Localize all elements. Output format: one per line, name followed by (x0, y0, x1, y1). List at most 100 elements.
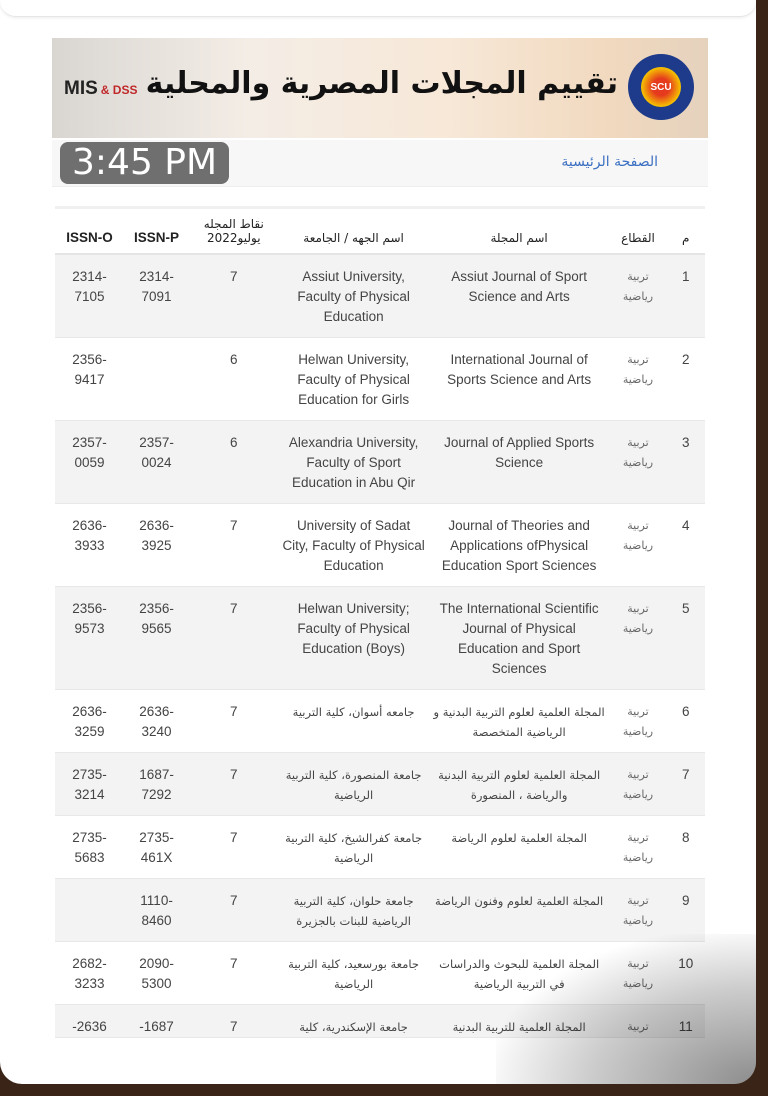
issn-p-cell: 2356-9565 (124, 586, 190, 690)
points-cell: 6 (189, 337, 279, 421)
row-number: 4 (666, 503, 705, 587)
university-cell: جامعة المنصورة، كلية التربية الرياضية (278, 752, 429, 816)
points-cell: 7 (189, 689, 279, 753)
sector-cell: تربية رياضية (609, 420, 667, 504)
col-sector: القطاع (609, 209, 667, 255)
row-number: 1 (666, 254, 705, 338)
issn-p-cell: 2314-7091 (124, 254, 190, 338)
issn-o-cell (55, 878, 125, 942)
university-cell: جامعة بورسعيد، كلية التربية الرياضية (278, 941, 429, 1005)
table-row: 9 تربية رياضية المجلة العلمية لعلوم وفنون … (55, 878, 705, 942)
issn-o-cell: 2314-7105 (55, 254, 125, 338)
university-cell: جامعة الإسكندرية، كلية (278, 1004, 429, 1038)
issn-p-cell: 2735-461X (124, 815, 190, 879)
points-cell: 6 (189, 420, 279, 504)
col-journal-name: اسم المجلة (428, 209, 610, 255)
issn-o-cell: 2735-3214 (55, 752, 125, 816)
university-cell: جامعة كفرالشيخ، كلية التربية الرياضية (278, 815, 429, 879)
table-row: 2 تربية رياضية International Journal of Sp… (55, 337, 705, 421)
sector-cell: تربية (609, 1004, 667, 1038)
issn-p-cell: 2636-3925 (124, 503, 190, 587)
university-cell: University of Sadat City, Faculty of Phy… (278, 503, 429, 587)
sector-cell: تربية رياضية (609, 586, 667, 690)
journal-name-cell: المجلة العلمية لعلوم الرياضة (428, 815, 610, 879)
issn-p-cell: 2357-0024 (124, 420, 190, 504)
site-title: تقييم المجلات المصرية والمحلية (145, 66, 619, 101)
points-cell: 7 (189, 752, 279, 816)
table-row: 6 تربية رياضية المجلة العلمية لعلوم التربي… (55, 689, 705, 753)
table-row: 7 تربية رياضية المجلة العلمية لعلوم التربي… (55, 752, 705, 816)
row-number: 10 (666, 941, 705, 1005)
sector-cell: تربية رياضية (609, 254, 667, 338)
col-number: م (666, 209, 705, 255)
table-row: 3 تربية رياضية Journal of Applied Sports S… (55, 420, 705, 504)
points-cell: 7 (189, 1004, 279, 1038)
row-number: 8 (666, 815, 705, 879)
university-cell: Helwan University, Faculty of Physical E… (278, 337, 429, 421)
site-banner: MIS & DSS تقييم المجلات المصرية والمحلية … (52, 38, 708, 138)
issn-o-cell: 2636-3259 (55, 689, 125, 753)
points-cell: 7 (189, 941, 279, 1005)
university-cell: Alexandria University, Faculty of Sport … (278, 420, 429, 504)
table-row: 5 تربية رياضية The International Scientifi… (55, 586, 705, 690)
points-cell: 7 (189, 586, 279, 690)
timestamp-overlay: 3:45 PM (60, 142, 230, 184)
journals-table: م القطاع اسم المجلة اسم الجهه / الجامعة … (55, 209, 705, 1038)
table-header-row: م القطاع اسم المجلة اسم الجهه / الجامعة … (55, 209, 705, 255)
col-issn-o: ISSN-O (55, 209, 125, 255)
row-number: 9 (666, 878, 705, 942)
issn-p-cell: 1687- (124, 1004, 190, 1038)
row-number: 3 (666, 420, 705, 504)
journal-name-cell: Journal of Applied Sports Science (428, 420, 610, 504)
issn-p-cell (124, 337, 190, 421)
issn-o-cell: 2682-3233 (55, 941, 125, 1005)
table-row: 8 تربية رياضية المجلة العلمية لعلوم الرياض… (55, 815, 705, 879)
mis-logo: MIS & DSS (64, 78, 138, 99)
university-cell: Assiut University, Faculty of Physical E… (278, 254, 429, 338)
previous-card-edge (0, 0, 756, 17)
col-issn-p: ISSN-P (124, 209, 190, 255)
university-cell: Helwan University; Faculty of Physical E… (278, 586, 429, 690)
table-row: 10 تربية رياضية المجلة العلمية للبحوث والد… (55, 941, 705, 1005)
row-number: 7 (666, 752, 705, 816)
journals-table-container: م القطاع اسم المجلة اسم الجهه / الجامعة … (55, 206, 705, 1038)
sector-cell: تربية رياضية (609, 941, 667, 1005)
breadcrumb-home-link[interactable]: الصفحة الرئيسية (561, 154, 658, 170)
points-cell: 7 (189, 815, 279, 879)
journal-name-cell: المجلة العلمية للتربية البدنية (428, 1004, 610, 1038)
row-number: 6 (666, 689, 705, 753)
journal-name-cell: Assiut Journal of Sport Science and Arts (428, 254, 610, 338)
issn-o-cell: 2636-3933 (55, 503, 125, 587)
table-row: 4 تربية رياضية Journal of Theories and App… (55, 503, 705, 587)
university-cell: جامعه أسوان، كلية التربية (278, 689, 429, 753)
issn-o-cell: 2357-0059 (55, 420, 125, 504)
table-row: 1 تربية رياضية Assiut Journal of Sport Sci… (55, 254, 705, 338)
sector-cell: تربية رياضية (609, 878, 667, 942)
issn-o-cell: 2356-9573 (55, 586, 125, 690)
points-cell: 7 (189, 503, 279, 587)
issn-o-cell: 2735-5683 (55, 815, 125, 879)
col-university: اسم الجهه / الجامعة (278, 209, 429, 255)
journal-name-cell: المجلة العلمية لعلوم وفنون الرياضة (428, 878, 610, 942)
row-number: 5 (666, 586, 705, 690)
issn-p-cell: 1110-8460 (124, 878, 190, 942)
scu-seal-logo: SCU (628, 54, 694, 120)
journal-name-cell: International Journal of Sports Science … (428, 337, 610, 421)
sector-cell: تربية رياضية (609, 337, 667, 421)
issn-o-cell: 2356-9417 (55, 337, 125, 421)
points-cell: 7 (189, 878, 279, 942)
issn-p-cell: 2090-5300 (124, 941, 190, 1005)
screen: MIS & DSS تقييم المجلات المصرية والمحلية … (0, 0, 756, 1084)
sector-cell: تربية رياضية (609, 503, 667, 587)
row-number: 2 (666, 337, 705, 421)
journal-name-cell: المجلة العلمية لعلوم التربية البدنية وال… (428, 752, 610, 816)
journal-name-cell: المجلة العلمية لعلوم التربية البدنية و ا… (428, 689, 610, 753)
journal-name-cell: The International Scientific Journal of … (428, 586, 610, 690)
sector-cell: تربية رياضية (609, 689, 667, 753)
sector-cell: تربية رياضية (609, 815, 667, 879)
journal-name-cell: Journal of Theories and Applications ofP… (428, 503, 610, 587)
university-cell: جامعة حلوان، كلية التربية الرياضية للبنا… (278, 878, 429, 942)
issn-p-cell: 1687-7292 (124, 752, 190, 816)
sector-cell: تربية رياضية (609, 752, 667, 816)
issn-p-cell: 2636-3240 (124, 689, 190, 753)
